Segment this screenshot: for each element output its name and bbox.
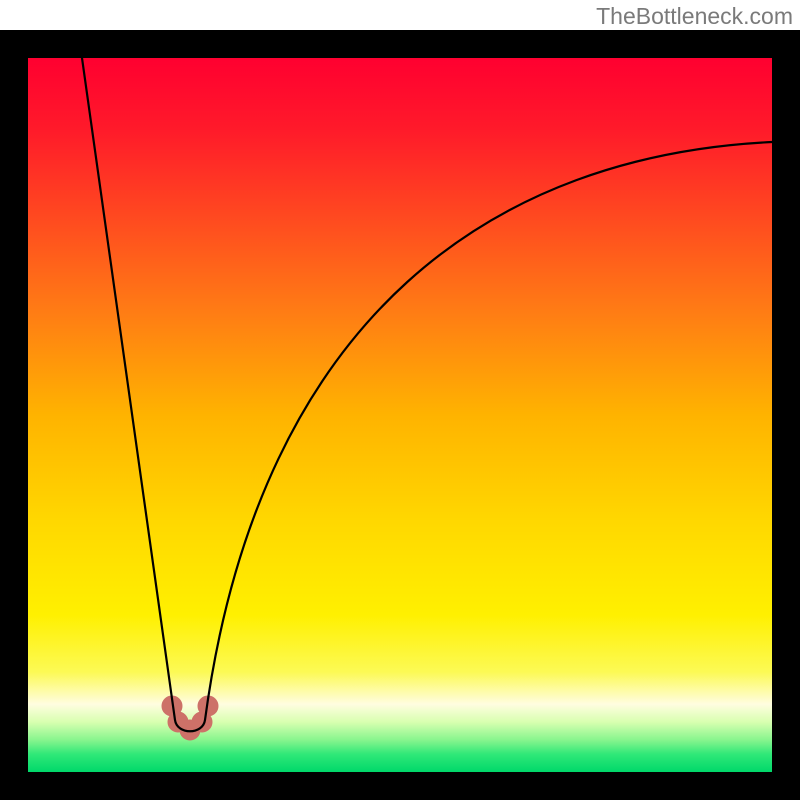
bottleneck-curve: [82, 58, 772, 731]
curve-layer: [0, 0, 800, 800]
watermark-text: TheBottleneck.com: [596, 3, 793, 30]
